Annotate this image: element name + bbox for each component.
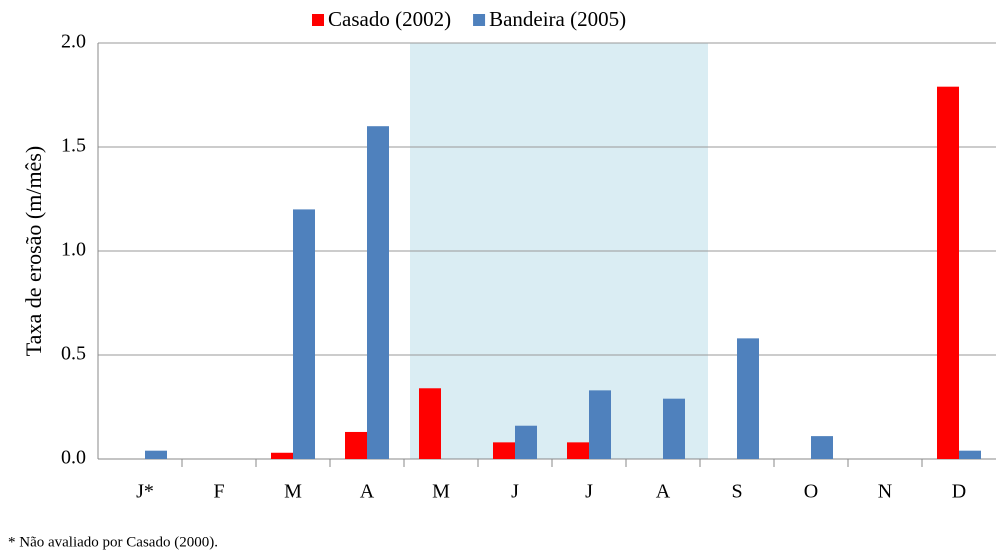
x-tick-label: D [952,481,966,503]
legend-swatch [473,14,486,26]
legend-label: Bandeira (2005) [489,7,626,31]
y-tick-label: 1.5 [61,135,86,157]
y-tick-label: 2.0 [61,31,86,53]
bar [959,450,981,459]
x-tick-label: S [731,481,742,503]
x-tick-label: O [804,481,818,503]
x-tick-label: M [284,481,302,503]
bar [589,390,611,459]
x-tick-label: J [511,481,519,503]
bar [737,338,759,459]
y-tick-label: 0.0 [61,447,86,469]
legend-swatch [312,14,324,26]
x-tick-label: J* [136,481,154,503]
x-tick-label: F [213,481,224,503]
bar [367,126,389,459]
bar [937,86,959,460]
bar [293,209,315,459]
bar [567,442,589,459]
x-tick-label: N [878,481,892,503]
legend-label: Casado (2002) [328,7,451,31]
x-tick-label: M [432,481,450,503]
bar [663,398,685,459]
bar [145,450,167,459]
bar [345,431,367,459]
y-axis-label: Taxa de erosão (m/mês) [21,146,46,356]
y-tick-label: 1.0 [61,239,86,261]
bar [419,388,441,459]
x-tick-label: A [360,481,375,503]
footnote: * Não avaliado por Casado (2000). [8,534,218,550]
bar [493,442,515,459]
bar [515,425,537,459]
x-tick-label: A [656,481,671,503]
x-tick-label: J [585,481,593,503]
y-tick-label: 0.5 [61,343,86,365]
bar [271,452,293,459]
bar [811,436,833,459]
